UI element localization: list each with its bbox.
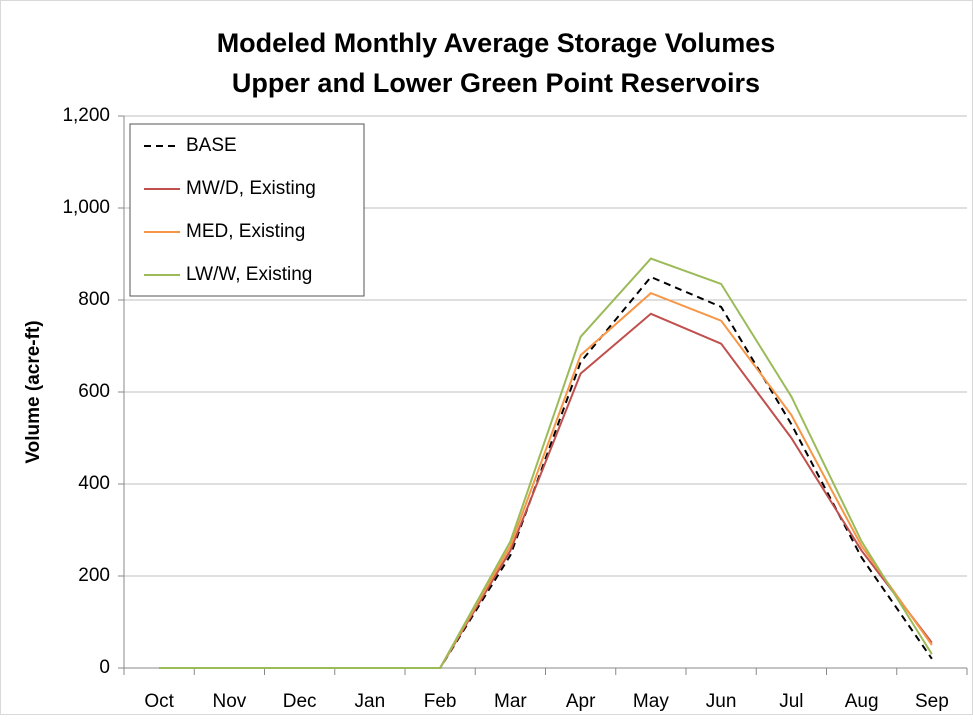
y-tick-label: 600 xyxy=(78,381,110,402)
y-tick-label: 1,200 xyxy=(62,105,110,126)
y-tick-label: 200 xyxy=(78,565,110,586)
legend: BASE MW/D, Existing MED, Existing LW/W, Exi… xyxy=(129,123,365,297)
x-tick-label: Nov xyxy=(212,691,246,712)
chart-title: Modeled Monthly Average Storage Volumes xyxy=(217,28,776,58)
x-tick-label: May xyxy=(633,691,669,712)
y-tick-label: 800 xyxy=(78,289,110,310)
x-tick-label: Feb xyxy=(424,691,457,712)
legend-box xyxy=(129,123,365,297)
x-tick-label: Aug xyxy=(845,691,879,712)
x-tick-label: Oct xyxy=(144,691,174,712)
y-tick-label: 1,000 xyxy=(62,197,110,218)
x-tick-label: Jul xyxy=(779,691,803,712)
legend-label: LW/W, Existing xyxy=(186,264,312,285)
legend-label: MED, Existing xyxy=(186,221,305,242)
x-tick-label: Jun xyxy=(706,691,737,712)
x-tick-label: Dec xyxy=(283,691,317,712)
x-tick-label: Jan xyxy=(355,691,386,712)
y-tick-label: 400 xyxy=(78,473,110,494)
x-tick-label: Apr xyxy=(566,691,596,712)
series-line xyxy=(159,275,933,669)
chart-subtitle: Upper and Lower Green Point Reservoirs xyxy=(232,68,760,98)
y-axis-label: Volume (acre-ft) xyxy=(23,320,44,463)
x-tick-label: Sep xyxy=(915,691,949,712)
x-tick-label: Mar xyxy=(494,691,527,712)
legend-label: BASE xyxy=(186,135,237,156)
y-tick-label: 0 xyxy=(99,657,110,678)
legend-label: MW/D, Existing xyxy=(186,178,316,199)
series-line xyxy=(159,257,933,669)
